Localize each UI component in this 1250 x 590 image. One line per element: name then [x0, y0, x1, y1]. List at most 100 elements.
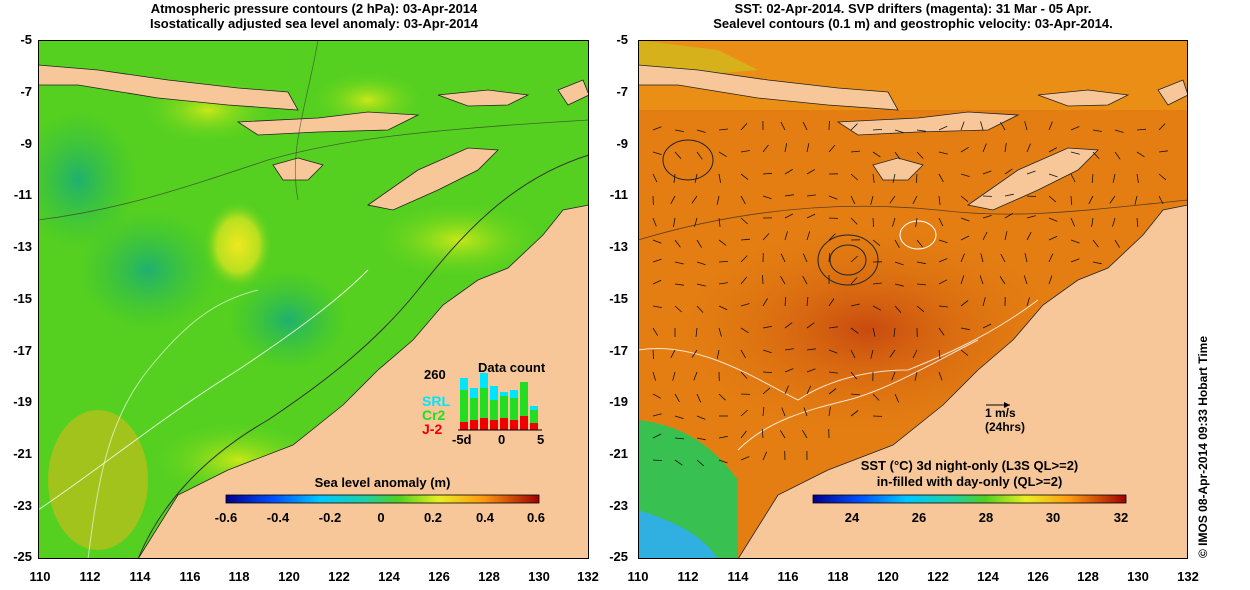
- velocity-arrow: [1024, 121, 1028, 131]
- velocity-arrow: [803, 253, 808, 263]
- velocity-arrow: [894, 283, 904, 287]
- right-ylab-15: -15: [609, 291, 628, 306]
- velocity-arrow: [1000, 122, 1006, 131]
- velocity-arrow: [870, 195, 874, 205]
- velocity-arrow: [982, 170, 992, 175]
- velocity-arrow: [806, 169, 815, 175]
- sst-frame: [638, 40, 1188, 559]
- sla-tick: 0.2: [423, 510, 443, 525]
- velocity-arrow: [1158, 123, 1166, 131]
- velocity-arrow: [850, 349, 856, 359]
- velocity-arrow: [1048, 275, 1053, 285]
- left-xlab-118: 118: [228, 569, 250, 584]
- velocity-arrow: [696, 151, 703, 160]
- sla-frame: [38, 40, 589, 559]
- velocity-arrow: [784, 296, 787, 307]
- velocity-arrow: [761, 428, 764, 439]
- velocity-arrow: [1048, 253, 1054, 263]
- right-xlab-116: 116: [777, 569, 799, 584]
- right-title-line1: SST: 02-Apr-2014. SVP drifters (magenta)…: [734, 1, 1092, 16]
- velocity-arrow: [850, 173, 858, 181]
- velocity-arrow: [850, 410, 859, 417]
- velocity-arrow: [718, 393, 726, 401]
- velocity-arrow: [982, 323, 992, 329]
- velocity-arrow: [740, 456, 750, 461]
- velocity-arrow: [784, 213, 794, 219]
- islands-north: [437, 89, 530, 107]
- velocity-arrow: [960, 146, 969, 153]
- velocity-arrow: [1136, 151, 1145, 158]
- velocity-arrow: [652, 126, 662, 131]
- velocity-arrow: [892, 173, 896, 183]
- velocity-arrow: [938, 239, 948, 244]
- timor-island: [967, 147, 1099, 211]
- velocity-arrow: [781, 407, 786, 417]
- left-xlab-114: 114: [129, 569, 151, 584]
- velocity-arrow: [718, 173, 721, 183]
- velocity-arrow: [691, 349, 698, 358]
- left-ylab-5: -5: [20, 32, 32, 47]
- sla-contour: [37, 269, 369, 511]
- velocity-arrow: [872, 173, 875, 183]
- sst-tick: 24: [844, 510, 860, 525]
- sealevel-contour: [637, 199, 1189, 241]
- velocity-arrow: [674, 459, 683, 466]
- velocity-arrow: [696, 415, 706, 420]
- right-xlab-128: 128: [1077, 569, 1099, 584]
- sumba-island: [872, 157, 924, 181]
- velocity-arrow: [916, 283, 927, 286]
- velocity-arrow: [806, 231, 811, 241]
- right-ylab-19: -19: [609, 394, 628, 409]
- velocity-arrow: [980, 253, 984, 263]
- velocity-arrow: [912, 195, 918, 205]
- data-count-bars: [458, 373, 542, 431]
- velocity-arrow: [740, 255, 748, 263]
- velocity-arrow: [652, 258, 662, 263]
- velocity-arrow: [696, 261, 706, 266]
- sealevel-contour: [637, 299, 1039, 401]
- velocity-arrow: [938, 125, 948, 131]
- sla-tick: -0.2: [318, 510, 342, 525]
- velocity-arrow: [872, 305, 882, 311]
- velocity-arrow: [718, 327, 722, 337]
- velocity-arrow: [828, 349, 838, 354]
- left-ylab-25: -25: [13, 549, 32, 564]
- sst-colorbar-title-line1: SST (°C) 3d night-only (L3S QL>=2): [860, 458, 1079, 473]
- java-island: [37, 64, 299, 111]
- velocity-arrow: [718, 435, 728, 439]
- velocity-arrow: [894, 151, 901, 160]
- velocity-arrow: [652, 393, 662, 399]
- sla-tick: 0: [377, 510, 385, 525]
- velocity-arrow: [674, 283, 684, 286]
- left-ylab-23: -23: [13, 498, 32, 513]
- velocity-arrow: [740, 173, 749, 180]
- pressure-contour: [294, 39, 319, 201]
- velocity-arrow: [999, 276, 1006, 285]
- velocity-arrow: [716, 195, 720, 205]
- velocity-arrow: [828, 233, 836, 241]
- sst-tick: 30: [1045, 510, 1061, 525]
- velocity-arrow: [828, 144, 836, 153]
- velocity-arrow: [1026, 143, 1031, 153]
- velocity-arrow: [1088, 195, 1094, 205]
- velocity-arrow: [674, 261, 684, 265]
- velocity-arrow: [1048, 195, 1057, 203]
- velocity-arrow: [1070, 258, 1080, 263]
- velocity-arrow: [674, 437, 685, 440]
- sumbawa-flores-islands: [836, 111, 1020, 136]
- velocity-arrow: [762, 274, 764, 285]
- velocity-arrow: [1004, 231, 1008, 241]
- sla-tick: 0.6: [526, 510, 546, 525]
- right-ylab-11: -11: [609, 187, 628, 202]
- bar: [480, 373, 488, 430]
- velocity-arrow: [740, 371, 748, 379]
- velocity-arrow: [938, 279, 948, 285]
- velocity-arrow: [872, 327, 876, 337]
- right-xlab-122: 122: [927, 569, 949, 584]
- left-xlab-120: 120: [278, 569, 300, 584]
- sea-level-anomaly-svg: [18, 39, 590, 560]
- velocity-arrow: [696, 437, 706, 441]
- velocity-arrow: [674, 305, 682, 313]
- left-ylab-15: -15: [13, 291, 32, 306]
- left-ylab-17: -17: [13, 343, 32, 358]
